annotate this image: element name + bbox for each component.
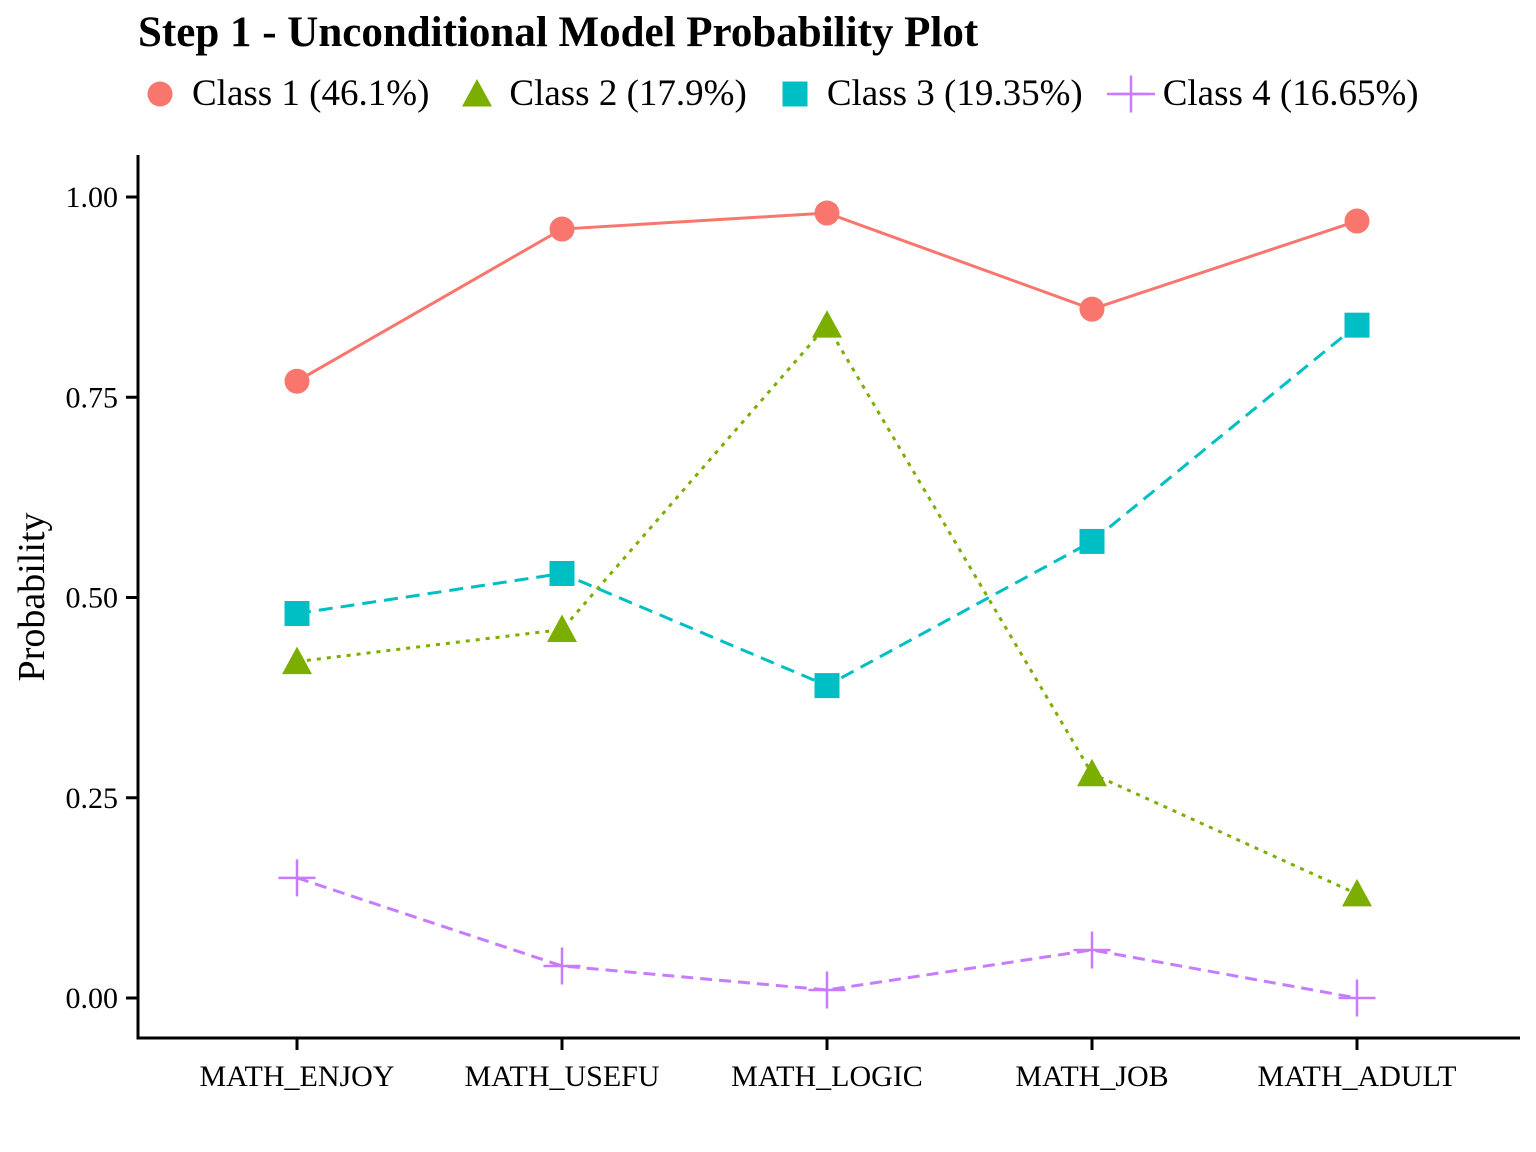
x-tick-label: MATH_USEFU	[464, 1060, 659, 1093]
legend: Class 1 (46.1%) Class 2 (17.9%) Class 3 (1…	[136, 72, 1419, 115]
series-class-2-17-9	[282, 310, 1372, 907]
y-tick-label: 0.75	[66, 381, 119, 414]
x-tick-label: MATH_LOGIC	[731, 1060, 923, 1093]
data-point-marker	[812, 310, 842, 338]
legend-label: Class 3 (19.35%)	[826, 73, 1083, 114]
series-class-4-16-65	[278, 859, 1376, 1017]
x-tick-label: MATH_ADULT	[1258, 1060, 1457, 1093]
data-point-marker	[543, 947, 581, 985]
y-tick-label: 0.50	[66, 582, 119, 615]
plus-marker-icon	[1106, 75, 1155, 112]
chart-title: Step 1 - Unconditional Model Probability…	[138, 9, 979, 56]
triangle-marker-icon	[462, 78, 493, 106]
legend-item-class-2: Class 2 (17.9%)	[453, 72, 747, 115]
data-point-marker	[1073, 931, 1111, 969]
data-point-marker	[1342, 878, 1372, 907]
legend-label: Class 1 (46.1%)	[192, 73, 430, 114]
series-class-1-46-1	[284, 200, 1370, 394]
data-point-marker	[147, 81, 173, 106]
legend-label: Class 4 (16.65%)	[1162, 73, 1419, 114]
data-point-marker	[284, 601, 310, 627]
data-point-marker	[549, 216, 575, 242]
data-point-marker	[1338, 979, 1376, 1017]
legend-item-class-1: Class 1 (46.1%)	[136, 72, 429, 115]
square-marker-icon	[782, 81, 808, 106]
series-line	[296, 322, 1358, 896]
data-point-marker	[1079, 296, 1105, 322]
data-point-marker	[284, 368, 310, 394]
data-point-marker	[814, 200, 840, 226]
data-point-marker	[282, 646, 312, 675]
data-point-marker	[1077, 758, 1107, 787]
series-line	[296, 211, 1358, 383]
series-class-3-19-35	[284, 312, 1370, 699]
series-line	[296, 323, 1358, 688]
legend-item-class-4: Class 4 (16.65%)	[1106, 72, 1419, 115]
x-tick-label: MATH_ENJOY	[200, 1060, 395, 1093]
data-point-marker	[814, 673, 840, 699]
circle-marker-icon	[147, 81, 173, 106]
y-axis-title: Probability	[11, 513, 53, 682]
data-point-marker	[782, 81, 808, 106]
data-point-marker	[1079, 528, 1105, 554]
series-line	[296, 876, 1358, 1000]
legend-item-class-3: Class 3 (19.35%)	[771, 72, 1083, 115]
legend-label: Class 2 (17.9%)	[509, 73, 747, 114]
data-point-marker	[547, 614, 577, 643]
y-tick-label: 0.25	[66, 782, 119, 815]
data-point-marker	[462, 78, 493, 106]
y-tick-label: 1.00	[66, 181, 119, 214]
data-point-marker	[1344, 208, 1370, 234]
data-point-marker	[278, 859, 316, 897]
data-point-marker	[549, 560, 575, 586]
data-point-marker	[1112, 75, 1150, 112]
y-tick-label: 0.00	[66, 982, 119, 1015]
data-point-marker	[808, 971, 846, 1009]
x-tick-label: MATH_JOB	[1015, 1060, 1168, 1093]
data-point-marker	[1344, 312, 1370, 338]
